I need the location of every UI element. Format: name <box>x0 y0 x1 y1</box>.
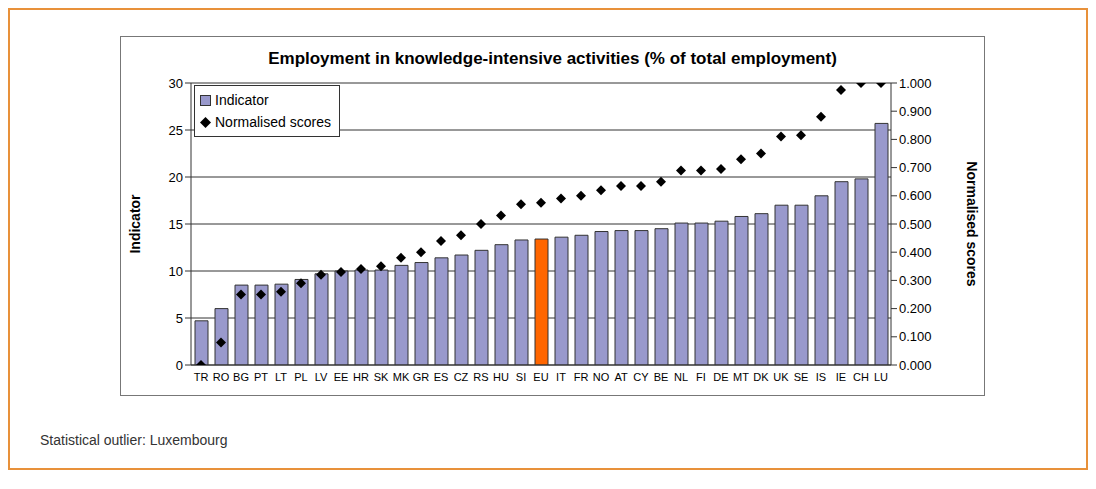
html-text:Statistical outlier: Luxembour: Statistical outlier: Luxembourg <box>40 432 228 448</box>
svg-text:EU: EU <box>533 371 548 383</box>
svg-text:ES: ES <box>434 371 449 383</box>
svg-text:CY: CY <box>633 371 649 383</box>
svg-text:10: 10 <box>169 264 183 279</box>
svg-text:0.900: 0.900 <box>899 104 932 119</box>
svg-text:30: 30 <box>169 76 183 91</box>
svg-text:GR: GR <box>413 371 430 383</box>
svg-text:SK: SK <box>374 371 389 383</box>
svg-text:0.700: 0.700 <box>899 160 932 175</box>
html-text:Indicator: Indicator <box>215 92 269 108</box>
svg-text:CH: CH <box>853 371 869 383</box>
svg-text:LV: LV <box>315 371 328 383</box>
svg-text:0.000: 0.000 <box>899 358 932 373</box>
svg-text:RO: RO <box>213 371 230 383</box>
svg-text:SI: SI <box>516 371 526 383</box>
svg-text:0.100: 0.100 <box>899 329 932 344</box>
svg-text:HR: HR <box>353 371 369 383</box>
html-text:Normalised scores: Normalised scores <box>215 114 331 130</box>
svg-text:AT: AT <box>614 371 628 383</box>
svg-text:5: 5 <box>176 311 183 326</box>
svg-text:Normalised scores: Normalised scores <box>964 161 980 286</box>
svg-text:0.200: 0.200 <box>899 301 932 316</box>
svg-text:NL: NL <box>674 371 688 383</box>
html-text:Employment in knowledge-intens: Employment in knowledge-intensive activi… <box>268 49 837 68</box>
svg-text:IS: IS <box>816 371 826 383</box>
svg-text:0.600: 0.600 <box>899 188 932 203</box>
svg-text:0.300: 0.300 <box>899 273 932 288</box>
svg-text:CZ: CZ <box>454 371 469 383</box>
svg-text:15: 15 <box>169 217 183 232</box>
svg-text:0: 0 <box>176 358 183 373</box>
svg-text:NO: NO <box>593 371 610 383</box>
svg-text:UK: UK <box>773 371 789 383</box>
svg-text:MT: MT <box>733 371 749 383</box>
svg-text:IT: IT <box>556 371 566 383</box>
svg-text:1.000: 1.000 <box>899 76 932 91</box>
svg-text:DK: DK <box>753 371 769 383</box>
svg-text:BE: BE <box>654 371 669 383</box>
svg-text:HU: HU <box>493 371 509 383</box>
svg-text:PL: PL <box>294 371 307 383</box>
svg-text:0.500: 0.500 <box>899 217 932 232</box>
svg-text:Indicator: Indicator <box>127 194 143 254</box>
svg-text:FI: FI <box>696 371 706 383</box>
svg-text:LT: LT <box>275 371 287 383</box>
svg-text:20: 20 <box>169 170 183 185</box>
svg-text:EE: EE <box>334 371 349 383</box>
svg-text:TR: TR <box>194 371 209 383</box>
svg-text:SE: SE <box>794 371 809 383</box>
svg-text:FR: FR <box>574 371 589 383</box>
svg-text:MK: MK <box>393 371 410 383</box>
svg-text:PT: PT <box>254 371 268 383</box>
svg-text:25: 25 <box>169 123 183 138</box>
svg-text:IE: IE <box>836 371 846 383</box>
svg-text:LU: LU <box>874 371 888 383</box>
svg-text:0.400: 0.400 <box>899 245 932 260</box>
svg-text:BG: BG <box>233 371 249 383</box>
svg-text:0.800: 0.800 <box>899 132 932 147</box>
svg-text:DE: DE <box>713 371 728 383</box>
svg-text:RS: RS <box>473 371 488 383</box>
